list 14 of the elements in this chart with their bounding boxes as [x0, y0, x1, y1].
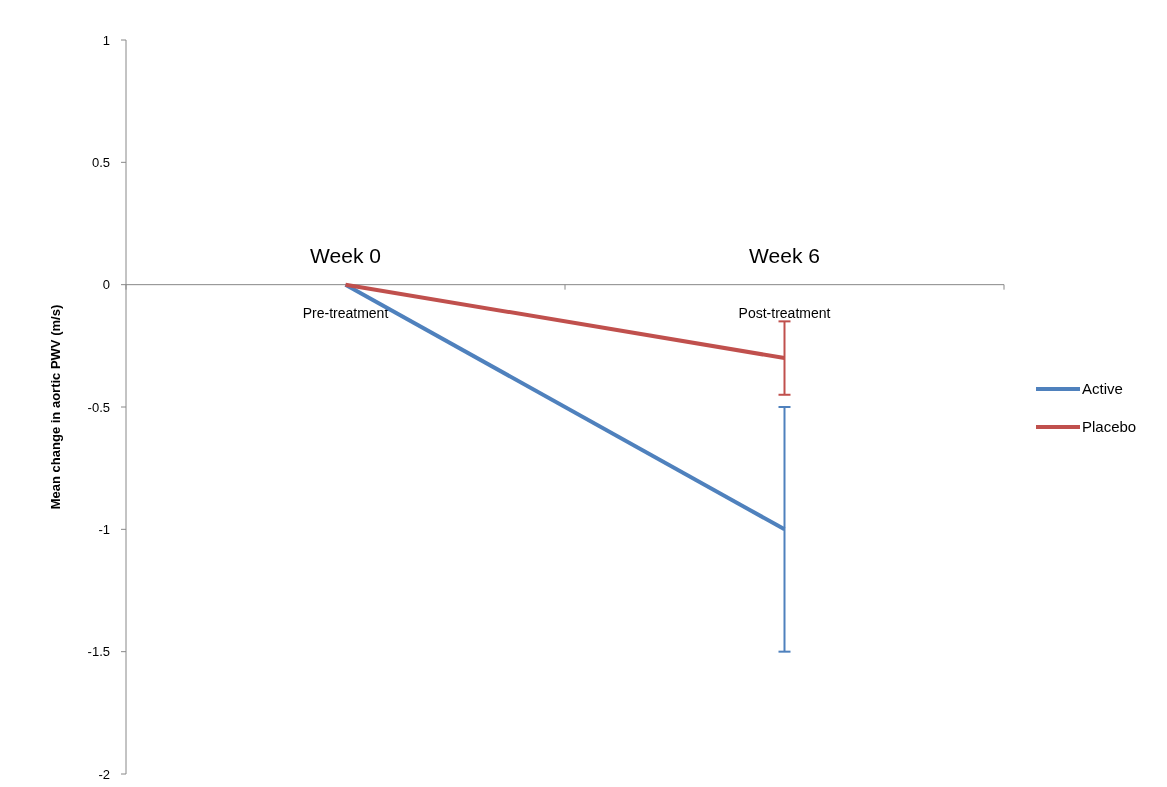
y-axis-title: Mean change in aortic PWV (m/s) — [48, 304, 63, 510]
y-tick-label: 1 — [102, 32, 110, 48]
y-tick-label: -0.5 — [87, 399, 110, 415]
x-tick-label: Post-treatment — [738, 304, 831, 321]
annotation: Week 0 — [310, 243, 381, 267]
legend-label: Placebo — [1082, 418, 1137, 436]
y-tick-label: 0 — [102, 277, 110, 293]
legend-label: Active — [1082, 380, 1123, 398]
annotation: Week 6 — [749, 243, 820, 267]
y-tick-label: -2 — [98, 766, 110, 782]
y-tick-label: -1 — [98, 521, 110, 537]
y-tick-label: 0.5 — [91, 154, 110, 170]
x-tick-label: Pre-treatment — [302, 304, 389, 321]
y-tick-label: -1.5 — [87, 644, 110, 660]
